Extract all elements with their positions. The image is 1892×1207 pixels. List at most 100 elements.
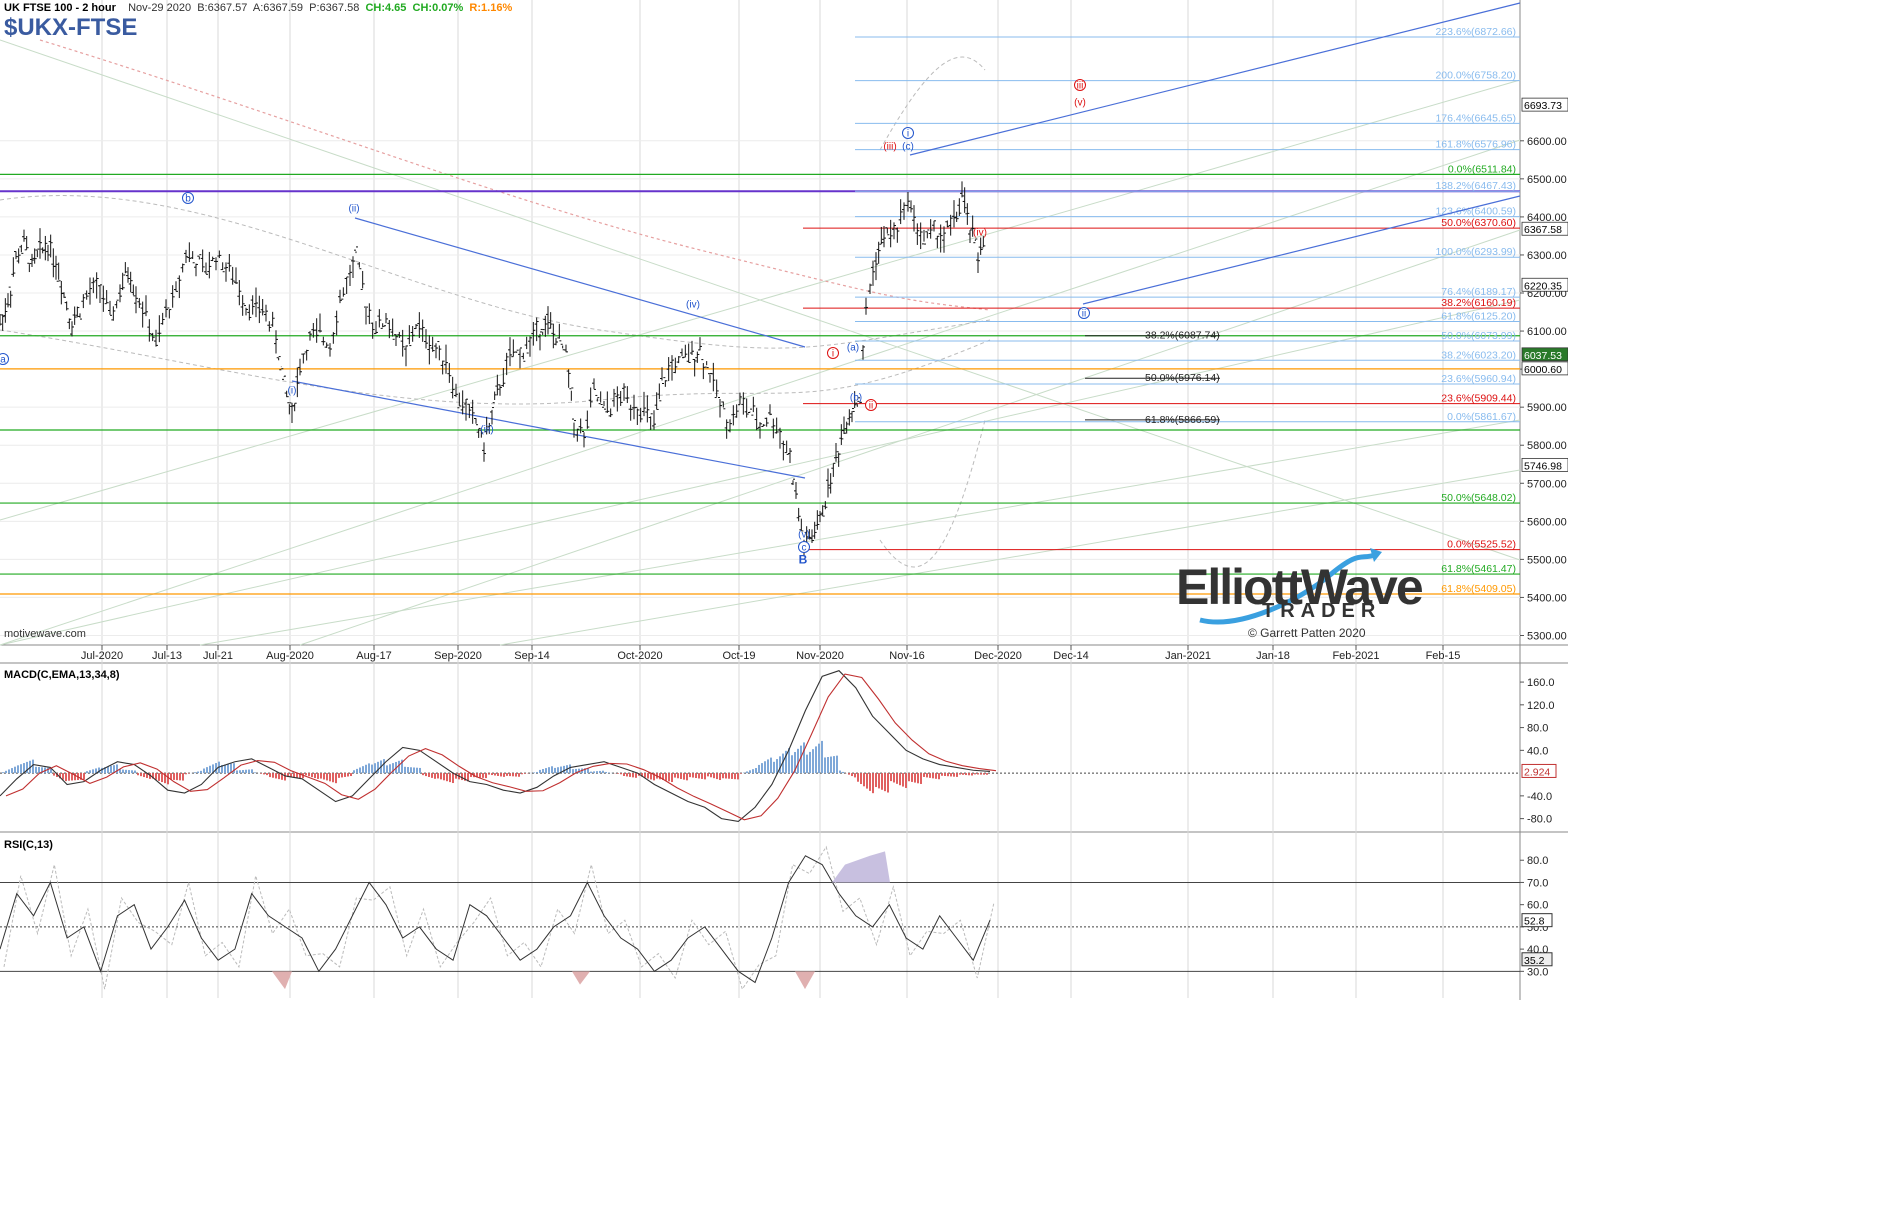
fib-label: 61.8%(5409.05) [1441,583,1516,595]
fib-label: 38.2%(6160.19) [1441,297,1516,309]
x-tick-label: Dec-14 [1053,650,1088,662]
macd-tick-label: -40.0 [1527,791,1552,803]
macd-bar [404,766,406,774]
macd-bar [86,771,88,774]
macd-bar [128,770,130,774]
price-tag-label: 6693.73 [1524,100,1562,112]
macd-bar [134,770,136,774]
macd-bar [623,773,625,776]
macd-bar [824,757,826,774]
macd-bar [236,770,238,774]
macd-bar [206,767,208,774]
rsi-tick-label: 30.0 [1527,966,1548,978]
macd-bar [200,770,202,774]
price-tag-label: 6367.58 [1524,224,1562,236]
macd-bar [323,773,325,780]
x-tick-label: Nov-16 [889,650,924,662]
macd-bar [761,763,763,774]
fan-lines [0,39,1521,646]
macd-tick-label: 160.0 [1527,677,1555,689]
macd-bar [974,773,976,775]
macd-bar [431,773,433,778]
fib-levels: 223.6%(6872.66) 200.0%(6758.20) 176.4%(664… [803,26,1520,595]
macd-bar [545,768,547,774]
macd-bar [665,773,667,781]
macd-bar [938,773,940,780]
macd-bar [248,769,250,774]
macd-bar [641,773,643,777]
chart-header: UK FTSE 100 - 2 hour Nov-29 2020 B:6367.… [4,2,512,14]
macd-bar [425,773,427,777]
y-tick-label: 5400.00 [1527,592,1567,604]
macd-bar [74,773,76,781]
macd-bar [377,761,379,774]
macd-bar [947,773,949,777]
rsi-title: RSI(C,13) [4,839,53,851]
x-tick-label: Dec-2020 [974,650,1022,662]
macd-bar [758,764,760,774]
fib-label: 161.8%(6576.96) [1435,139,1516,151]
macd-bar [299,773,301,778]
macd-bar [113,765,115,774]
macd-bar [830,756,832,774]
macd-bar [401,759,403,774]
macd-bar [776,759,778,774]
macd-bar [734,773,736,780]
x-tick-label: Oct-2020 [617,650,662,662]
macd-bar [317,773,319,779]
macd-bar [929,773,931,778]
macd-bar [743,772,745,774]
macd-bar [821,740,823,774]
macd-bar [842,771,844,774]
macd-bar [968,773,970,776]
macd-bar [167,773,169,785]
macd-bar [365,764,367,774]
macd-bar [680,773,682,779]
macd-bar [176,773,178,781]
wave-label: (iv) [686,300,700,311]
envelope-lower [0,329,991,405]
macd-bar [575,768,577,774]
macd-bar [293,773,295,778]
fan-line [0,139,1521,646]
macd-bar [116,764,118,774]
macd-bar [359,767,361,774]
macd-bar [707,773,709,777]
macd-bar [143,773,145,778]
retrace-label: 61.8%(5866.59) [1145,414,1220,426]
macd-bar [617,773,619,774]
wave-label-circle [902,127,914,139]
macd-bar [629,773,631,777]
header-bid: B:6367.57 [197,2,248,14]
macd-bar [488,773,490,775]
macd-bar [311,773,313,778]
macd-bar [812,749,814,774]
x-tick-label: Feb-15 [1426,650,1461,662]
macd-bar [221,764,223,774]
macd-bar [800,745,802,774]
y-tick-label: 6600.00 [1527,136,1567,148]
trend-line [291,380,806,479]
macd-bar [20,764,22,774]
macd-bar [815,746,817,774]
wave-label: (c) [902,142,914,153]
x-axis: Jul-2020 Jul-13 Jul-21 Aug-2020 Aug-17 Sep-20… [81,0,1461,998]
y-tick-label: 5300.00 [1527,630,1567,642]
macd-bar [848,773,850,775]
macd-bar [209,765,211,774]
macd-bar [131,770,133,774]
x-tick-label: Jul-2020 [81,650,123,662]
macd-bar [674,773,676,778]
macd-bar [203,768,205,774]
macd-bar [329,773,331,782]
macd-bar [161,773,163,783]
rsi-oversold-fill [272,971,815,990]
macd-bar [170,773,172,780]
wave-label: (iii) [480,425,493,436]
macd-bar [476,773,478,778]
macd-bar [944,773,946,776]
macd-bar [230,763,232,774]
macd-bar [908,773,910,782]
macd-bar [986,773,988,775]
price-tag-label: 6037.53 [1524,350,1562,362]
